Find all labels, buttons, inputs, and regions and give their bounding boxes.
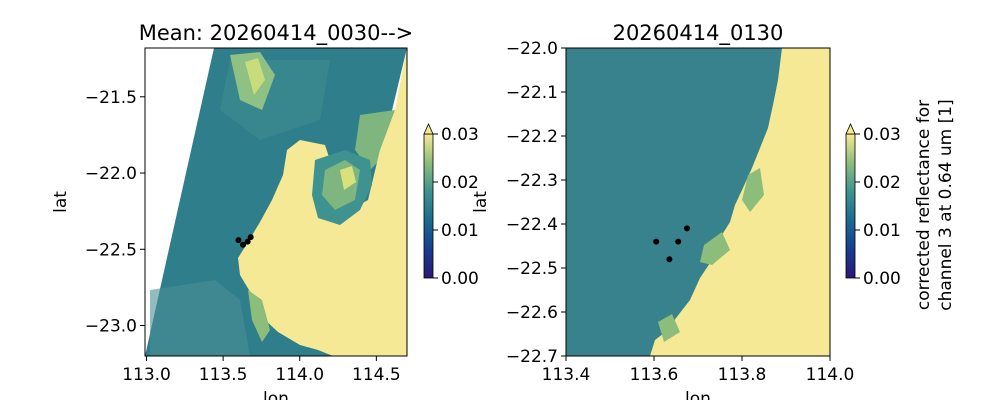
y-tick-label: −22.6 <box>506 303 558 323</box>
station-point <box>675 238 682 245</box>
coast-fringe-2b <box>700 232 730 265</box>
panel-1-x-ticks: 113.0 113.5 114.0 114.5 <box>122 356 401 385</box>
y-tick-label: −22.5 <box>506 259 558 279</box>
station-point <box>235 237 242 244</box>
colorbar-1-bar <box>423 133 434 279</box>
panel-1-points <box>235 234 254 248</box>
panel-2026: 20260414_0130 113.4 113.6 113.8 114.0 −22.0… <box>471 21 956 400</box>
panel-1-title: Mean: 20260414_0030--> <box>139 21 414 46</box>
station-point <box>653 238 660 245</box>
y-tick-label: −22.0 <box>85 164 137 184</box>
station-point <box>684 225 690 232</box>
panel-2-image <box>566 48 830 356</box>
colorbar-1: 0.00 0.01 0.02 0.03 <box>423 123 479 289</box>
panel-2-y-ticks: −22.0 −22.1 −22.2 −22.3 −22.4 −22.5 −22.6 −22.7 <box>506 39 566 367</box>
station-point <box>247 234 254 241</box>
panel-1-frame <box>144 47 408 357</box>
y-tick-label: −22.0 <box>506 39 558 59</box>
station-point <box>244 238 251 245</box>
panel-2-title: 20260414_0130 <box>613 21 784 46</box>
y-tick-label: −21.5 <box>85 88 137 108</box>
y-tick-label: −22.5 <box>85 240 137 260</box>
colorbar-tick-label: 0.03 <box>441 125 479 145</box>
land-2 <box>650 48 830 356</box>
colorbar-tick-label: 0.01 <box>863 221 901 241</box>
colorbar-2-ticks: 0.00 0.01 0.02 0.03 <box>855 125 901 289</box>
cloud-top-bright <box>245 58 265 95</box>
y-tick-label: −23.0 <box>85 317 137 337</box>
colorbar-2-label-line-1: corrected reflectance for <box>914 100 934 310</box>
y-tick-label: −22.7 <box>506 347 558 367</box>
colorbar-1-extend <box>423 123 434 135</box>
coast-fringe-2c <box>658 314 680 342</box>
colorbar-tick-label: 0.01 <box>441 221 479 241</box>
panel-1-y-ticks: −21.5 −22.0 −22.5 −23.0 <box>85 88 145 337</box>
gulf-cloud-bright <box>340 166 356 190</box>
station-point <box>240 241 247 248</box>
ocean-patch-light <box>150 280 250 356</box>
y-tick-label: −22.4 <box>506 215 558 235</box>
x-tick-label: 113.0 <box>122 365 171 385</box>
panel-2-frame <box>565 47 831 357</box>
x-tick-label: 113.4 <box>542 365 591 385</box>
y-tick-label: −22.3 <box>506 171 558 191</box>
colorbar-1-ticks: 0.00 0.01 0.02 0.03 <box>433 125 479 289</box>
colorbar-2-extend <box>845 123 856 135</box>
panel-2-points <box>653 225 690 263</box>
x-tick-label: 114.5 <box>352 365 401 385</box>
colorbar-tick-label: 0.02 <box>863 173 901 193</box>
panel-mean: Mean: 20260414_0030--> 113.0 113.5 114.0 11… <box>51 21 479 400</box>
panel-1-image <box>145 48 407 356</box>
x-tick-label: 113.8 <box>718 365 767 385</box>
station-point <box>666 256 673 263</box>
y-tick-label: −22.2 <box>506 127 558 147</box>
coast-fringe-2 <box>742 168 764 212</box>
panel-1-ylabel: lat <box>51 191 71 213</box>
colorbar-tick-label: 0.00 <box>441 269 479 289</box>
colorbar-tick-label: 0.03 <box>863 125 901 145</box>
panel-2-ylabel: lat <box>471 191 491 213</box>
coast-edge <box>248 290 270 342</box>
colorbar-2-label-line-2: channel 3 at 0.64 um [1] <box>936 99 956 310</box>
y-tick-label: −22.1 <box>506 83 558 103</box>
panel-2-xlabel: lon <box>685 389 711 400</box>
x-tick-label: 113.6 <box>630 365 679 385</box>
panel-1-xlabel: lon <box>263 389 289 400</box>
colorbar-tick-label: 0.02 <box>441 173 479 193</box>
colorbar-2: 0.00 0.01 0.02 0.03 corrected reflectance f… <box>845 99 956 311</box>
x-tick-label: 113.5 <box>199 365 248 385</box>
land <box>238 48 407 356</box>
x-tick-label: 114.0 <box>806 365 855 385</box>
colorbar-2-bar <box>845 133 856 279</box>
x-tick-label: 114.0 <box>275 365 324 385</box>
colorbar-tick-label: 0.00 <box>863 269 901 289</box>
panel-2-x-ticks: 113.4 113.6 113.8 114.0 <box>542 356 855 385</box>
